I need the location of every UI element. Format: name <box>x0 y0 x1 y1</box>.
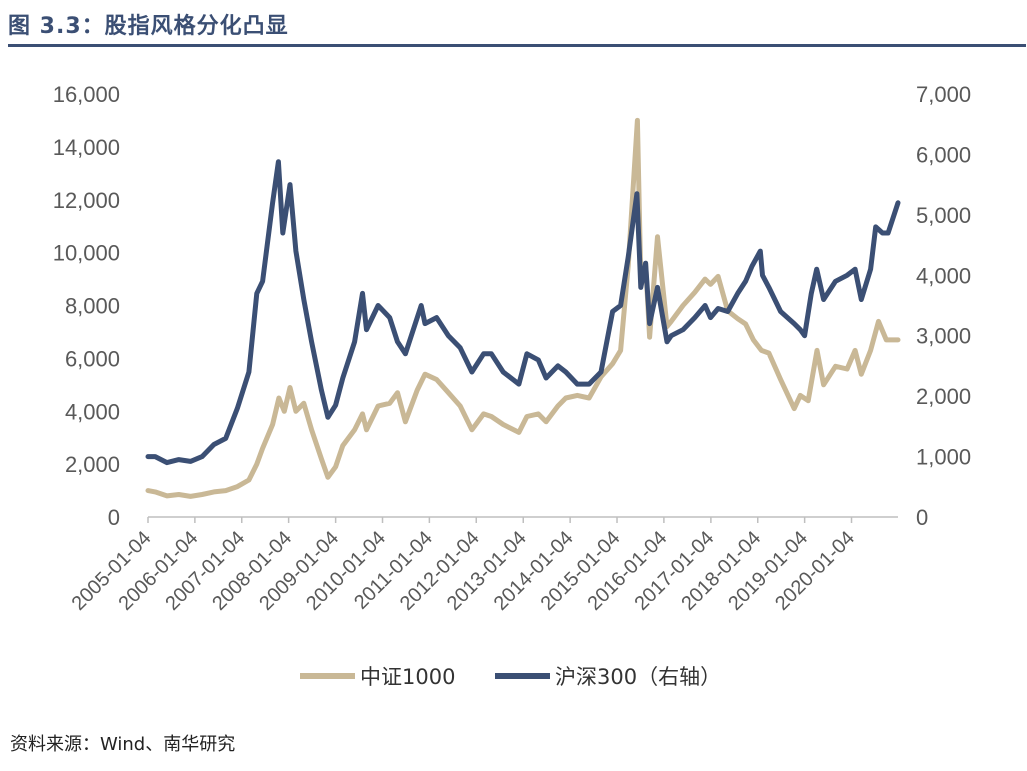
y-left-tick-label: 16,000 <box>53 82 120 107</box>
y-left-tick-label: 12,000 <box>53 188 120 213</box>
legend: 中证1000 沪深300（右轴） <box>300 665 721 689</box>
y-right-tick-label: 0 <box>916 505 928 530</box>
y-left-tick-label: 0 <box>108 505 120 530</box>
source-note: 资料来源：Wind、南华研究 <box>10 734 236 755</box>
y-left-tick-label: 14,000 <box>53 135 120 160</box>
series-line-csi1000 <box>145 117 901 499</box>
y-left-tick-label: 4,000 <box>65 399 120 424</box>
axes: 0 2,000 4,000 6,000 8,000 10,000 12,000 14,000 1… <box>53 82 971 615</box>
y-left-tick-label: 8,000 <box>65 294 120 319</box>
legend-label-hs300: 沪深300（右轴） <box>555 665 721 689</box>
title-rule <box>8 44 1026 47</box>
figure-title: 图 3.3：股指风格分化凸显 <box>8 14 289 39</box>
series-line-hs300 <box>145 159 901 466</box>
y-left-tick-label: 6,000 <box>65 346 120 371</box>
plot-area <box>145 117 901 499</box>
y-left-tick-label: 2,000 <box>65 452 120 477</box>
y-right-tick-label: 7,000 <box>916 82 971 107</box>
y-right-tick-label: 2,000 <box>916 384 971 409</box>
chart: 0 2,000 4,000 6,000 8,000 10,000 12,000 14,000 1… <box>53 82 971 689</box>
y-right-tick-label: 6,000 <box>916 142 971 167</box>
y-right-tick-label: 4,000 <box>916 263 971 288</box>
y-left-tick-label: 10,000 <box>53 241 120 266</box>
legend-label-csi1000: 中证1000 <box>360 665 455 689</box>
y-right-tick-label: 3,000 <box>916 324 971 349</box>
y-right-tick-label: 5,000 <box>916 203 971 228</box>
y-right-tick-label: 1,000 <box>916 445 971 470</box>
